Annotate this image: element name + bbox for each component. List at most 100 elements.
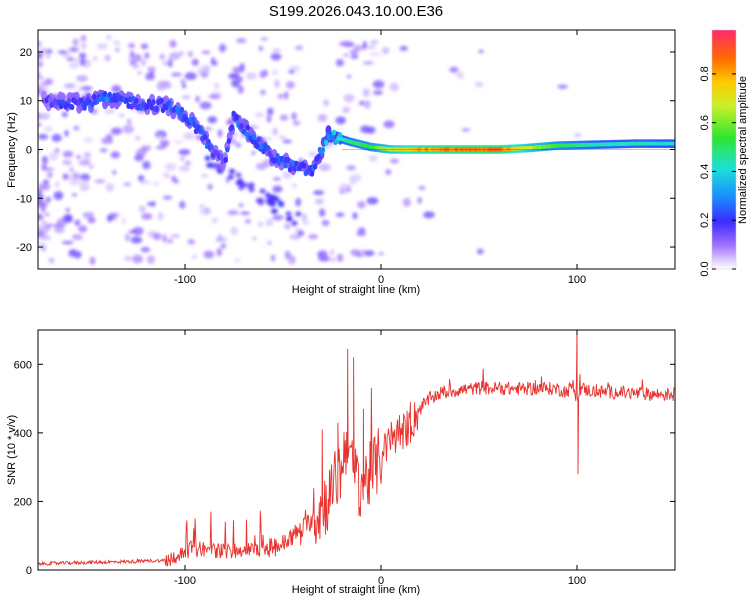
noise-blob bbox=[248, 182, 255, 188]
noise-blob bbox=[291, 220, 298, 226]
noise-blob bbox=[364, 250, 375, 257]
noise-blob bbox=[456, 71, 465, 79]
ridge-core bbox=[308, 165, 313, 172]
ridge-core bbox=[286, 157, 291, 164]
noise-blob bbox=[329, 249, 335, 256]
noise-blob bbox=[126, 118, 132, 126]
noise-blob bbox=[291, 183, 297, 189]
colorbar-label: Normalized spectral amplitude bbox=[737, 76, 749, 224]
spectrogram-plot-area bbox=[38, 34, 675, 266]
ridge-core bbox=[69, 104, 75, 111]
noise-blob bbox=[301, 220, 310, 225]
noise-blob bbox=[144, 52, 150, 59]
noise-blob bbox=[220, 243, 227, 249]
noise-blob bbox=[71, 193, 78, 197]
noise-blob bbox=[323, 99, 330, 107]
noise-blob bbox=[201, 173, 209, 178]
noise-blob bbox=[349, 174, 362, 183]
noise-blob bbox=[156, 82, 166, 91]
colorbar-tick-label: 0.0 bbox=[699, 261, 711, 276]
ridge-core bbox=[231, 110, 236, 117]
ridge-core bbox=[330, 134, 335, 141]
noise-blob bbox=[258, 221, 264, 227]
noise-blob bbox=[184, 72, 197, 81]
noise-blob bbox=[369, 40, 379, 45]
ridge-core bbox=[309, 170, 315, 177]
noise-blob bbox=[267, 137, 272, 141]
noise-blob bbox=[239, 211, 251, 215]
noise-blob bbox=[129, 50, 135, 59]
snr-xtick-label: 0 bbox=[378, 575, 384, 587]
noise-blob bbox=[260, 89, 266, 96]
noise-blob bbox=[41, 163, 47, 171]
noise-blob bbox=[289, 65, 301, 72]
snr-ytick-label: 400 bbox=[14, 428, 32, 440]
noise-blob bbox=[167, 238, 174, 244]
noise-blob bbox=[245, 218, 251, 224]
noise-blob bbox=[278, 135, 287, 140]
noise-blob bbox=[269, 201, 276, 207]
noise-blob bbox=[288, 69, 296, 74]
noise-blob bbox=[284, 91, 289, 100]
noise-blob bbox=[80, 86, 93, 91]
snr-frame bbox=[37, 329, 676, 571]
noise-blob bbox=[159, 139, 170, 147]
ridge-core bbox=[206, 138, 211, 145]
noise-blob bbox=[38, 70, 41, 77]
ridge-core bbox=[251, 133, 257, 140]
snr-ytick-label: 0 bbox=[26, 565, 32, 577]
noise-blob bbox=[48, 257, 55, 264]
noise-blob bbox=[42, 220, 47, 228]
noise-blob bbox=[78, 225, 88, 233]
noise-blob bbox=[279, 114, 289, 121]
noise-blob bbox=[308, 234, 319, 240]
noise-blob bbox=[181, 165, 188, 172]
noise-blob bbox=[128, 230, 138, 234]
snr-xlabel: Height of straight line (km) bbox=[292, 584, 420, 596]
noise-blob bbox=[61, 111, 69, 118]
noise-blob bbox=[162, 195, 173, 200]
snr-xtick-label: -100 bbox=[174, 575, 196, 587]
ridge-core bbox=[239, 123, 244, 130]
noise-blob bbox=[214, 83, 220, 89]
ridge-core bbox=[312, 163, 318, 170]
noise-blob bbox=[216, 247, 222, 257]
noise-blob bbox=[54, 148, 60, 154]
noise-blob bbox=[350, 249, 361, 256]
noise-blob bbox=[282, 139, 292, 144]
noise-blob bbox=[134, 154, 144, 162]
noise-blob bbox=[38, 60, 44, 68]
noise-blob bbox=[137, 71, 142, 75]
noise-blob bbox=[72, 125, 80, 131]
colorbar-tick-label: 0.2 bbox=[699, 213, 711, 228]
noise-blob bbox=[45, 55, 51, 59]
noise-blob bbox=[81, 42, 87, 50]
noise-blob bbox=[127, 56, 140, 61]
noise-blob bbox=[47, 172, 53, 179]
noise-blob bbox=[38, 40, 42, 48]
noise-blob bbox=[362, 41, 367, 49]
noise-blob bbox=[219, 43, 227, 53]
noise-blob bbox=[57, 50, 68, 54]
noise-blob bbox=[476, 248, 484, 255]
noise-blob bbox=[329, 256, 337, 263]
noise-blob bbox=[178, 149, 191, 156]
noise-blob bbox=[38, 122, 42, 127]
noise-blob bbox=[123, 182, 132, 186]
noise-blob bbox=[187, 239, 195, 245]
noise-blob bbox=[389, 82, 399, 92]
noise-blob bbox=[181, 83, 186, 89]
noise-blob bbox=[258, 46, 264, 51]
ridge-core bbox=[203, 134, 208, 141]
noise-blob bbox=[38, 198, 44, 207]
noise-blob bbox=[239, 62, 245, 72]
noise-blob bbox=[157, 212, 164, 221]
noise-blob bbox=[184, 160, 191, 166]
noise-blob bbox=[314, 198, 325, 205]
noise-blob bbox=[64, 217, 73, 223]
noise-blob bbox=[41, 155, 49, 165]
ridge-core bbox=[323, 139, 329, 146]
noise-blob bbox=[278, 202, 285, 208]
snr-axes: -100 0 100 0 200 400 600 bbox=[14, 330, 675, 587]
